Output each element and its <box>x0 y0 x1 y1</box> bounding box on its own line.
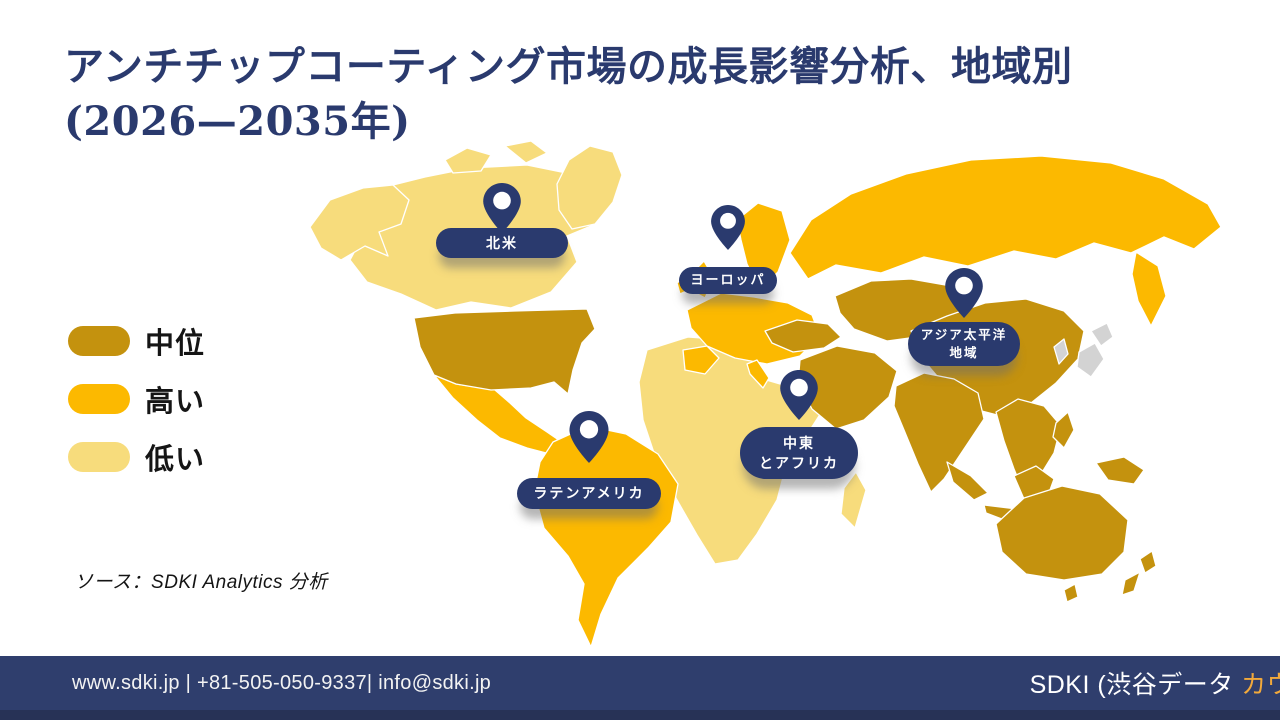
region-india <box>893 372 985 493</box>
pin-label-text: 地域 <box>949 346 979 360</box>
map-pin-asia-pacific: アジア太平洋 地域 <box>908 267 1020 366</box>
pin-label-text: とアフリカ <box>759 455 839 471</box>
pin-label-middle-east-africa: 中東 とアフリカ <box>740 427 858 479</box>
footer: www.sdki.jp | +81-505-050-9337| info@sdk… <box>0 656 1280 720</box>
map-pin-latin-america: ラテンアメリカ <box>517 410 661 509</box>
pin-label-europe: ヨーロッパ <box>679 267 777 294</box>
region-japan <box>1090 322 1114 347</box>
region-japan <box>1076 342 1105 378</box>
pin-label-text: 中東 <box>783 434 815 451</box>
title-line-2: (2026—2035年) <box>64 97 411 145</box>
region-philippines <box>1052 411 1075 449</box>
map-pin-north-america: 北米 <box>436 182 568 258</box>
region-sumatra <box>946 461 989 501</box>
region-new-guinea <box>1095 456 1145 485</box>
legend-swatch-low <box>68 442 130 472</box>
location-pin-icon <box>711 205 745 250</box>
location-pin-icon <box>483 183 521 233</box>
legend-label-high: 高い <box>145 386 206 418</box>
location-pin-icon <box>945 268 983 318</box>
legend-item-high: 高い <box>68 378 205 420</box>
region-alaska <box>309 184 410 261</box>
footer-brand: SDKI (渋谷データ カウント) <box>1030 665 1280 701</box>
pin-label-text: アジア太平洋 <box>920 327 1008 342</box>
page-title: アンチチップコーティング市場の成長影響分析、地域別 (2026—2035年) <box>64 39 1204 149</box>
region-usa <box>413 308 596 395</box>
region-new-zealand <box>1121 571 1141 596</box>
pin-label-latin-america: ラテンアメリカ <box>517 478 661 509</box>
location-pin-icon <box>569 411 609 463</box>
pin-label-text: ヨーロッパ <box>690 272 766 288</box>
region-greenland <box>556 145 623 230</box>
region-arctic-islands <box>444 147 492 174</box>
region-tasmania <box>1063 583 1079 603</box>
title-line-1: アンチチップコーティング市場の成長影響分析、地域別 <box>64 42 1073 90</box>
map-pin-middle-east-africa: 中東 とアフリカ <box>740 369 858 479</box>
region-kamchatka <box>1131 251 1167 327</box>
legend-item-medium: 中位 <box>68 320 205 362</box>
brand-prefix: SDKI (渋谷データ <box>1029 671 1242 699</box>
pin-label-text: ラテンアメリカ <box>533 485 645 502</box>
location-pin-icon <box>780 370 818 420</box>
legend-label-medium: 中位 <box>145 328 206 360</box>
region-russia <box>789 155 1222 280</box>
source-note: ソース：SDKI Analytics 分析 <box>74 572 328 593</box>
map-pin-europe: ヨーロッパ <box>679 204 777 294</box>
region-korea <box>1053 338 1069 365</box>
region-arctic-islands <box>504 140 548 164</box>
brand-highlight: カウント <box>1241 671 1280 699</box>
region-iberia <box>682 345 720 375</box>
legend-swatch-high <box>68 384 130 414</box>
region-australia <box>995 485 1129 581</box>
footer-contact: www.sdki.jp | +81-505-050-9337| info@sdk… <box>72 671 492 694</box>
legend: 中位 高い 低い <box>68 320 205 478</box>
legend-label-low: 低い <box>145 444 206 476</box>
pin-label-north-america: 北米 <box>436 228 568 258</box>
region-italy <box>746 359 770 389</box>
legend-item-low: 低い <box>68 436 205 478</box>
pin-label-text: 北米 <box>486 234 518 251</box>
pin-label-asia-pacific: アジア太平洋 地域 <box>908 322 1020 366</box>
region-madagascar <box>840 471 867 529</box>
region-indochina <box>995 398 1062 494</box>
region-turkey <box>764 319 842 353</box>
legend-swatch-medium <box>68 326 130 356</box>
region-new-zealand <box>1139 550 1157 574</box>
